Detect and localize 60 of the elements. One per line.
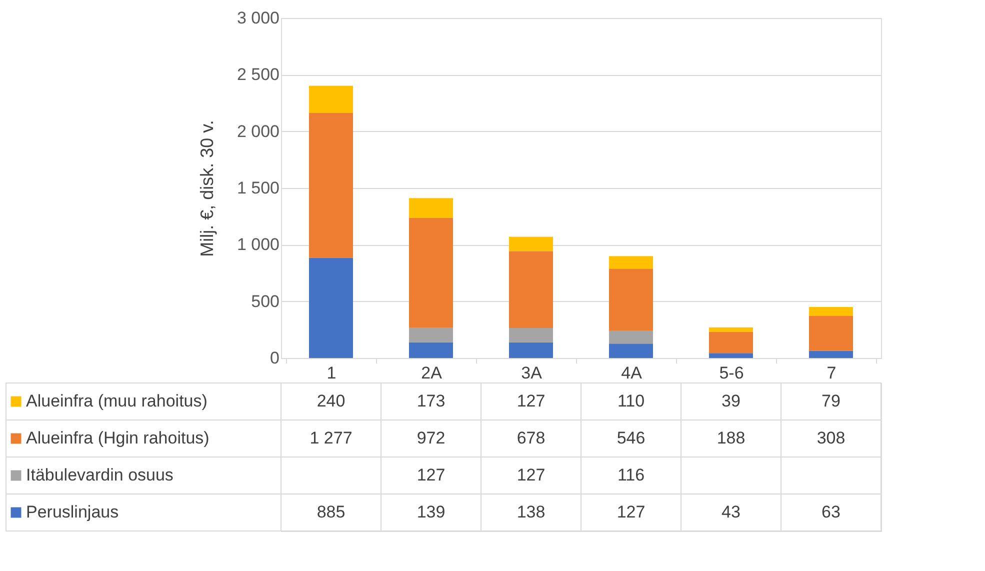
bar — [309, 112, 353, 258]
y-tick-label: 0 — [270, 348, 280, 368]
y-tick-label: 1 500 — [236, 178, 280, 198]
data-label: 127 — [616, 502, 646, 522]
bar — [709, 332, 753, 354]
x-tick-label: 5-6 — [719, 364, 744, 382]
data-label: 546 — [616, 428, 646, 448]
y-tick-label: 500 — [251, 292, 280, 311]
data-label: 110 — [617, 392, 645, 410]
x-tick-label: 7 — [826, 364, 836, 382]
data-label: 127 — [516, 392, 546, 410]
bar — [509, 328, 553, 342]
data-label: 308 — [816, 428, 846, 448]
data-label: 127 — [416, 466, 446, 484]
y-tick-label: 2 500 — [236, 65, 280, 84]
bar — [609, 268, 653, 330]
y-axis-title: Milj. €, disk. 30 v. — [196, 120, 217, 257]
data-label: 127 — [516, 466, 546, 484]
bar — [409, 328, 453, 342]
data-label: 240 — [316, 392, 346, 410]
data-label: 39 — [722, 392, 740, 410]
bar — [509, 251, 553, 328]
bar — [709, 353, 753, 358]
data-label: 188 — [716, 428, 746, 448]
legend-label: Peruslinjaus — [26, 502, 119, 522]
data-label: 116 — [617, 466, 645, 484]
x-tick-label: 3A — [521, 364, 543, 382]
x-tick-label: 2A — [421, 364, 443, 382]
bar — [609, 344, 653, 358]
bar — [809, 350, 853, 358]
y-tick-label: 2 000 — [236, 122, 280, 141]
bar — [309, 86, 353, 113]
legend-label: Alueinfra (muu rahoitus) — [26, 392, 208, 410]
data-label: 173 — [416, 392, 446, 410]
data-label: 79 — [822, 392, 840, 410]
data-label: 1 277 — [310, 428, 352, 448]
bar — [809, 307, 853, 316]
bar — [609, 330, 653, 344]
legend-label: Alueinfra (Hgin rahoitus) — [26, 428, 210, 448]
data-label: 972 — [416, 428, 446, 448]
bar — [409, 198, 453, 218]
data-label: 138 — [516, 502, 546, 522]
bar — [709, 327, 753, 332]
y-tick-label: 3 000 — [236, 8, 280, 28]
bar — [509, 236, 553, 252]
bar — [309, 258, 353, 358]
data-label: 678 — [516, 428, 546, 448]
data-label: 885 — [316, 502, 346, 522]
data-label: 139 — [416, 502, 446, 522]
bar — [609, 256, 653, 269]
bar — [809, 316, 853, 351]
data-label: 43 — [722, 502, 740, 522]
y-tick-label: 1 000 — [236, 235, 280, 254]
legend-label: Itäbulevardin osuus — [26, 466, 174, 484]
bar — [509, 342, 553, 358]
bar — [409, 342, 453, 358]
x-tick-label: 1 — [326, 364, 336, 382]
bar — [409, 218, 453, 328]
x-tick-label: 4A — [621, 364, 643, 382]
data-label: 63 — [822, 502, 840, 522]
